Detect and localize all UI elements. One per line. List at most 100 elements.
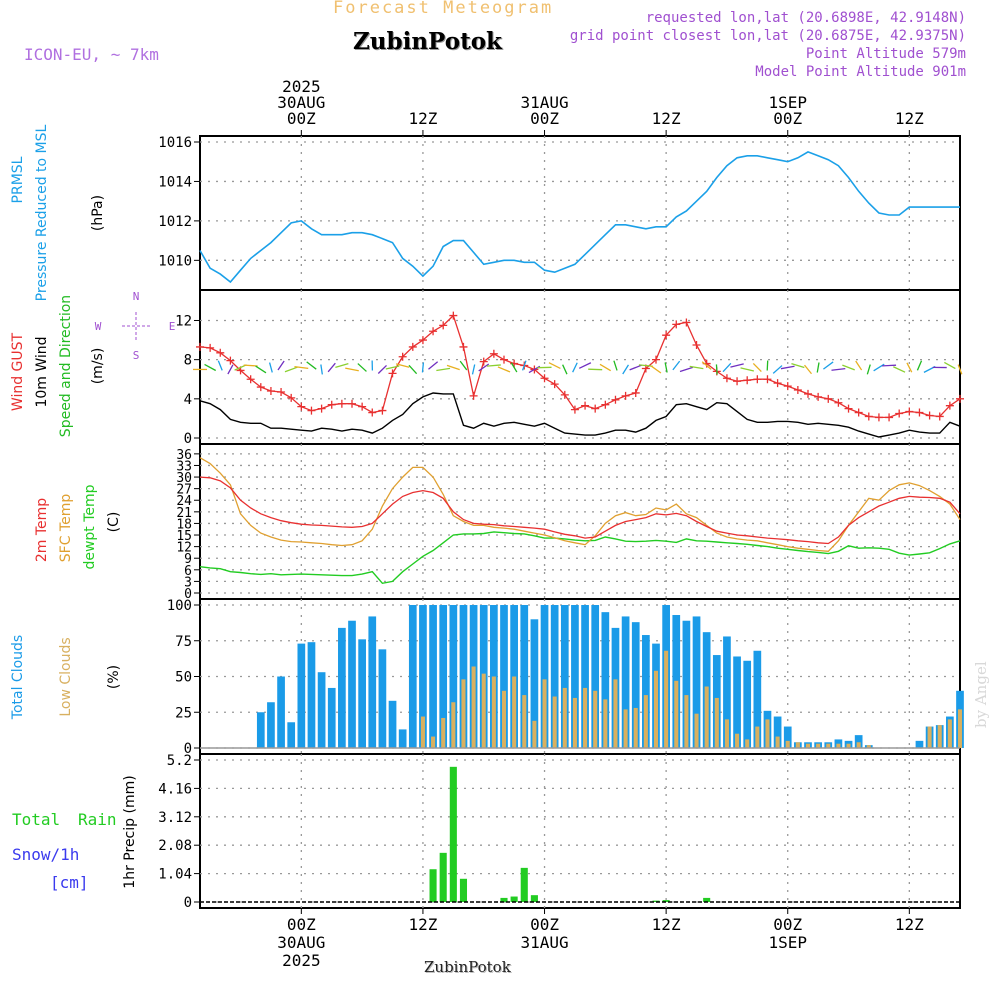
low-cloud-bar <box>826 743 831 748</box>
wind-direction-arrow <box>638 364 653 367</box>
wind-direction-arrow <box>284 366 298 373</box>
top-time-label: 00Z <box>287 109 316 128</box>
gust-marker <box>368 408 377 417</box>
wind-direction-arrow <box>823 361 834 370</box>
wind-direction-arrow <box>255 365 267 374</box>
rain-bar <box>510 896 518 902</box>
wind-direction-arrow <box>562 364 568 375</box>
total-cloud-bar <box>601 612 610 748</box>
gust-marker <box>337 399 346 408</box>
gust-marker <box>378 406 387 415</box>
wind-ytick-label: 4 <box>184 392 192 408</box>
bottom-time-label: 00Z <box>773 915 802 934</box>
total-cloud-bar <box>307 642 316 748</box>
total-cloud-bar <box>682 620 691 748</box>
wind-direction-arrow <box>855 360 863 371</box>
bottom-time-label: 2025 <box>282 951 321 970</box>
rain-bar <box>530 895 538 902</box>
temperature-ytick-label: 9 <box>184 552 192 567</box>
gust-marker <box>804 389 812 398</box>
temperature-ytick-label: 6 <box>184 564 192 579</box>
total-cloud-bar <box>591 605 600 748</box>
rain-bar <box>520 867 528 902</box>
low-cloud-bar <box>927 726 932 748</box>
wind-direction-arrow <box>842 364 855 371</box>
gust-marker <box>672 320 681 329</box>
precip-unit-label: 1hr Precip (mm) <box>122 775 138 888</box>
wind-direction-arrow <box>873 363 885 372</box>
wind-label-10m: 10m Wind <box>34 336 50 407</box>
gust-marker <box>206 343 215 352</box>
total-cloud-bar <box>550 605 559 748</box>
low-cloud-bar <box>653 670 659 748</box>
precip-ytick-label: 0 <box>184 895 192 911</box>
gust-marker <box>429 327 438 336</box>
total-cloud-bar <box>378 649 387 748</box>
wind-direction-arrow <box>599 363 612 372</box>
bottom-time-label: 31AUG <box>520 933 568 952</box>
precip-label-snow: Snow/1h <box>12 845 79 864</box>
gust-marker <box>824 394 833 403</box>
gust-marker <box>662 331 671 340</box>
wind-direction-arrow <box>486 364 501 367</box>
gust-marker <box>287 393 296 402</box>
rain-bar <box>662 900 670 902</box>
temperature-ytick-label: 33 <box>176 459 192 474</box>
closest-lonlat: grid point closest lon,lat (20.6875E, 42… <box>569 28 966 44</box>
low-cloud-bar <box>694 713 699 748</box>
gust-marker <box>895 409 904 418</box>
top-time-label: 12Z <box>652 109 681 128</box>
low-cloud-bar <box>735 733 740 748</box>
gust-marker <box>246 375 255 384</box>
gust-marker <box>459 342 468 351</box>
temp-label-sfc: SFC Temp <box>58 494 74 563</box>
pressure-unit-label: (hPa) <box>90 195 106 231</box>
temperature-frame <box>199 443 961 600</box>
low-cloud-bar <box>866 745 871 748</box>
gust-marker <box>773 379 782 388</box>
total-cloud-bar <box>540 605 549 748</box>
wind-direction-arrow <box>906 362 913 373</box>
wind-ytick-label: 8 <box>184 353 192 369</box>
gust-marker <box>418 336 427 345</box>
temp-2m-line <box>199 476 961 545</box>
wind-direction-arrow <box>408 364 418 375</box>
low-cloud-bar <box>542 679 547 748</box>
wind-direction-arrow <box>471 364 476 375</box>
gust-marker <box>277 387 286 396</box>
precip-ytick-label: 2.08 <box>158 838 192 854</box>
low-cloud-bar <box>562 687 567 748</box>
wind-direction-arrow <box>377 364 387 374</box>
gust-marker <box>439 321 448 330</box>
compass-n: N <box>133 290 140 303</box>
wind-direction-arrow <box>780 365 795 370</box>
low-cloud-bar <box>552 696 557 748</box>
gust-marker <box>783 382 792 391</box>
low-cloud-bar <box>532 720 537 748</box>
total-cloud-bar <box>297 643 306 748</box>
total-cloud-bar <box>571 605 579 748</box>
wind-direction-arrow <box>294 365 309 370</box>
gust-marker <box>469 391 478 400</box>
total-cloud-bar <box>500 605 508 748</box>
wind-direction-arrow <box>306 361 317 370</box>
top-time-label: 2025 <box>282 77 321 96</box>
precip-label-total: Total <box>12 810 60 829</box>
low-cloud-bar <box>684 695 689 748</box>
wind-direction-arrow <box>510 362 518 373</box>
compass-e: E <box>169 320 176 333</box>
wind-direction-arrow <box>831 368 846 371</box>
pressure-label-msl: Pressure Reduced to MSL <box>34 124 50 301</box>
gust-marker <box>925 411 934 420</box>
wind-direction-arrow <box>622 364 629 375</box>
gust-marker <box>945 401 954 410</box>
total-cloud-bar <box>560 605 569 748</box>
temp-unit-label: (C) <box>106 512 122 533</box>
total-cloud-bar <box>530 619 539 748</box>
wind-direction-arrow <box>866 364 871 375</box>
wind-direction-arrow <box>327 362 336 373</box>
total-cloud-bar <box>358 639 366 748</box>
precip-frame <box>199 753 961 909</box>
dewpoint-line <box>199 531 961 585</box>
low-cloud-bar <box>420 716 425 748</box>
